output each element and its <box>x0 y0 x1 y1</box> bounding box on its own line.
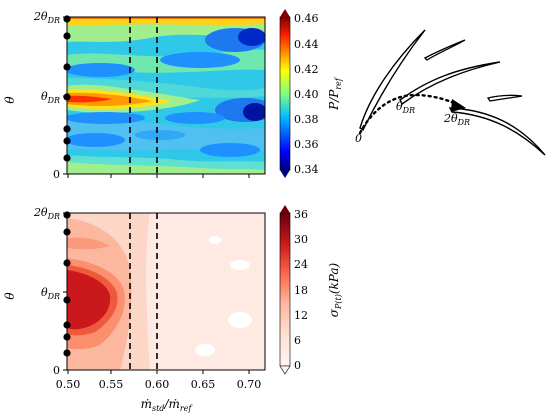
blade-3 <box>399 61 501 106</box>
bottom-cbar-tick: 6 <box>294 334 301 347</box>
bottom-cbar-tick: 24 <box>294 258 308 271</box>
bottom-colorbar-label: σP(t)(kPa) <box>327 262 343 317</box>
top-cbar-tick: 0.44 <box>294 38 319 51</box>
bottom-contour-plot <box>67 213 265 370</box>
bottom-colorbar-ticks: 36 30 24 18 12 6 0 <box>294 208 308 372</box>
schematic-label-origin: 0 <box>355 132 362 145</box>
top-y-ticks <box>63 16 67 175</box>
bottom-x-tick-labels: 0.50 0.55 0.60 0.65 0.70 <box>56 378 262 391</box>
top-ylabel: θ <box>3 96 17 104</box>
bottom-xtick-label: 0.60 <box>145 378 170 391</box>
bottom-ytick-2thetadr: 2θDR <box>33 206 60 221</box>
bottom-ylabel: θ <box>3 292 17 300</box>
blade-schematic <box>358 29 546 156</box>
bottom-x-ticks <box>67 370 250 374</box>
top-colorbar-ticks: 0.46 0.44 0.42 0.40 0.38 0.36 0.34 <box>294 12 319 176</box>
bottom-ytick-0: 0 <box>53 364 60 377</box>
rotation-arrow-icon <box>451 99 466 112</box>
top-cbar-tick: 0.46 <box>294 12 319 25</box>
top-colorbar <box>279 9 291 178</box>
bottom-dashed-lines <box>129 213 158 370</box>
bottom-xtick-label: 0.70 <box>237 378 262 391</box>
top-cbar-tick: 0.38 <box>294 113 319 126</box>
top-ytick-thetadr: θDR <box>41 90 60 105</box>
bottom-cbar-tick: 18 <box>294 284 308 297</box>
top-dashed-lines <box>129 17 158 174</box>
top-cbar-tick: 0.36 <box>294 138 319 151</box>
bottom-cbar-tick: 36 <box>294 208 308 221</box>
top-cbar-tick: 0.40 <box>294 88 319 101</box>
bottom-xtick-label: 0.65 <box>191 378 216 391</box>
blade-2 <box>423 39 466 61</box>
top-axis-dots <box>63 15 71 162</box>
rotation-path <box>358 93 464 135</box>
top-x-ticks <box>67 174 250 178</box>
top-ytick-0: 0 <box>53 168 60 181</box>
top-colorbar-label: P/Pref <box>327 76 343 111</box>
bottom-cbar-tick: 0 <box>294 359 301 372</box>
blade-4 <box>486 94 523 102</box>
bottom-axis-dots <box>63 211 71 357</box>
top-cbar-tick: 0.42 <box>294 63 319 76</box>
top-ytick-2thetadr: 2θDR <box>33 10 60 25</box>
blade-1 <box>359 29 426 132</box>
bottom-cbar-tick: 30 <box>294 233 308 246</box>
bottom-cbar-tick: 12 <box>294 309 308 322</box>
bottom-y-ticks <box>63 212 67 371</box>
bottom-xlabel: ṁstd/ṁref <box>141 397 194 413</box>
top-contour-plot <box>67 17 265 174</box>
bottom-xtick-label: 0.50 <box>56 378 81 391</box>
bottom-xtick-label: 0.55 <box>99 378 124 391</box>
top-cbar-tick: 0.34 <box>294 163 319 176</box>
bottom-colorbar <box>279 205 291 375</box>
bottom-ytick-thetadr: θDR <box>41 286 60 301</box>
blade-5 <box>448 107 546 156</box>
